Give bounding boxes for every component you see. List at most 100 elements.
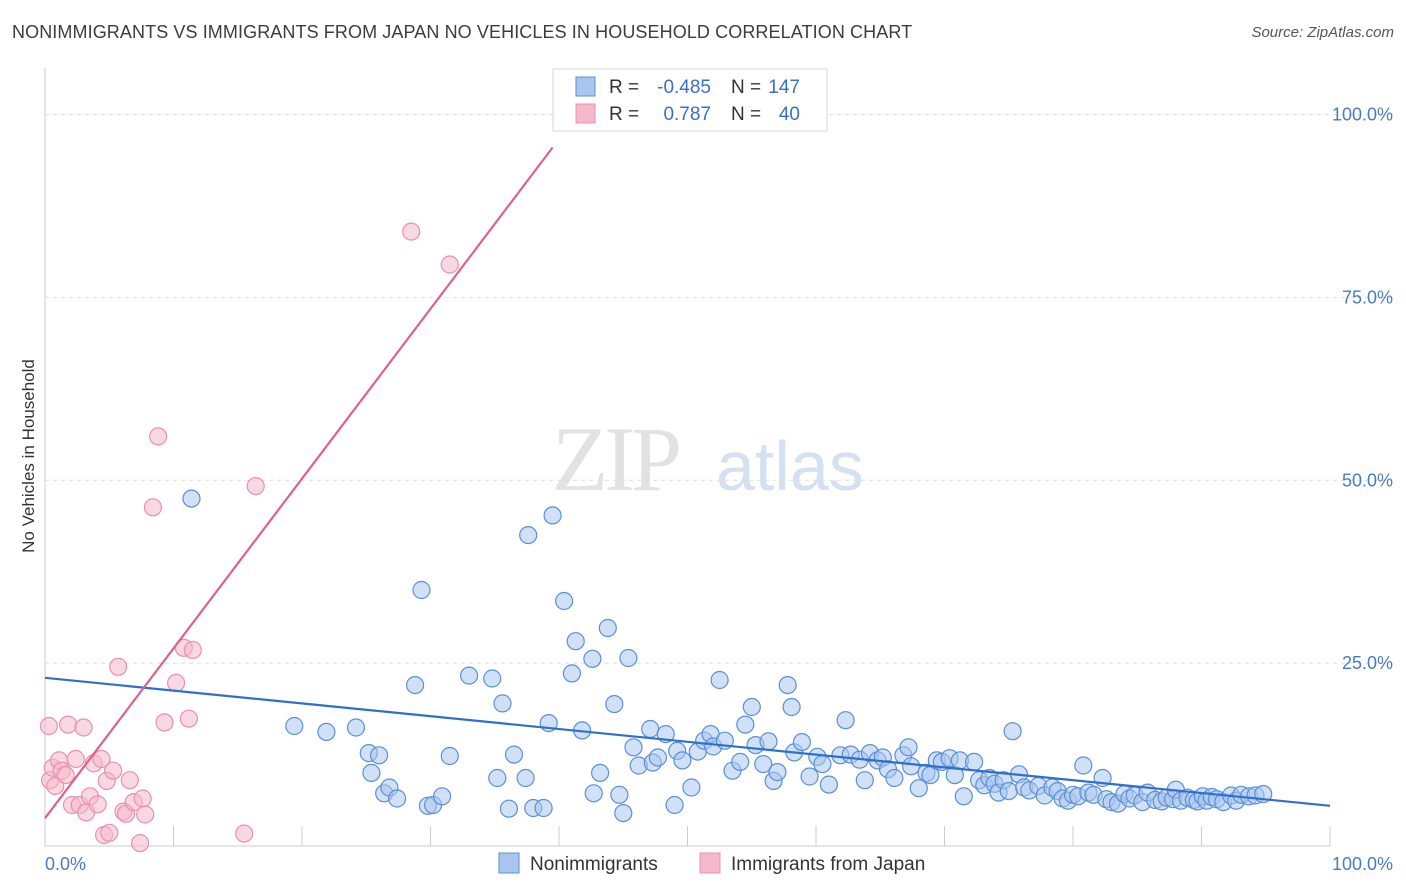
legend-swatch-nonimmigrants: [575, 76, 596, 97]
series-legend-label-immigrants: Immigrants from Japan: [731, 854, 925, 875]
immigrants-point-24: [120, 771, 139, 790]
nonimmigrants-points: [182, 489, 1273, 823]
immigrants-point-32: [167, 673, 186, 693]
nonimmigrants-point-57: [731, 752, 750, 772]
nonimmigrants-point-40: [624, 738, 643, 757]
immigrants-point-6: [56, 765, 75, 785]
nonimmigrants-point-37: [610, 785, 629, 804]
nonimmigrants-point-29: [562, 664, 582, 683]
tick-labels: 25.0% 50.0% 75.0% 100.0% 0.0% 100.0%: [45, 105, 1393, 874]
nonimmigrants-point-17: [483, 669, 502, 688]
nonimmigrants-point-15: [440, 746, 459, 766]
nonimmigrants-point-35: [598, 618, 617, 638]
nonimmigrants-point-3: [346, 718, 366, 737]
nonimmigrants-point-27: [543, 506, 562, 525]
nonimmigrants-point-25: [534, 798, 553, 818]
nonimmigrants-point-59: [742, 697, 761, 717]
legend-frame: [552, 68, 828, 132]
nonimmigrants-point-82: [885, 768, 904, 788]
immigrants-point-26: [131, 833, 150, 853]
immigrants-point-16: [92, 749, 111, 769]
nonimmigrants-point-64: [768, 762, 787, 782]
nonimmigrants-point-2: [317, 722, 336, 742]
y-axis-title: No Vehicles in Household: [19, 359, 38, 553]
series-legend: Nonimmigrants Immigrants from Japan: [498, 852, 925, 875]
nonimmigrants-point-49: [682, 778, 701, 797]
immigrants-point-38: [402, 222, 421, 241]
immigrants-point-31: [155, 713, 174, 732]
nonimmigrants-point-115: [1074, 756, 1093, 775]
y-tick-label-3: 100.0%: [1332, 105, 1393, 125]
nonimmigrants-point-74: [836, 711, 855, 730]
nonimmigrants-point-68: [792, 732, 812, 752]
nonimmigrants-trend-line: [44, 676, 1331, 807]
nonimmigrants-point-62: [759, 732, 778, 751]
nonimmigrants-point-66: [782, 697, 801, 717]
nonimmigrants-point-28: [554, 591, 574, 611]
nonimmigrants-point-77: [855, 771, 874, 790]
legend-n-label-2: N =: [731, 104, 761, 125]
immigrants-point-0: [39, 716, 59, 736]
nonimmigrants-point-18: [488, 768, 507, 788]
series-legend-swatch-immigrants: [699, 852, 721, 874]
nonimmigrants-point-94: [954, 787, 973, 806]
immigrants-point-19: [100, 823, 119, 842]
legend: R = -0.485 N = 147 R = 0.787 N = 40: [552, 68, 828, 132]
nonimmigrants-point-20: [499, 799, 518, 818]
immigrants-point-39: [440, 255, 459, 274]
immigrants-points: [39, 222, 459, 853]
legend-n-value-2: 40: [779, 104, 800, 125]
nonimmigrants-point-84: [899, 738, 918, 757]
nonimmigrants-point-23: [519, 525, 538, 545]
nonimmigrants-point-5: [362, 763, 381, 783]
nonimmigrants-point-102: [999, 781, 1018, 801]
nonimmigrants-point-39: [619, 648, 638, 668]
y-tick-label-0: 25.0%: [1342, 653, 1393, 673]
nonimmigrants-point-32: [583, 649, 602, 668]
immigrants-point-27: [133, 789, 152, 808]
immigrants-point-36: [235, 824, 254, 843]
legend-r-value-2: 0.787: [663, 104, 711, 125]
nonimmigrants-point-19: [493, 694, 512, 713]
immigrants-point-37: [246, 477, 265, 496]
watermark-zip: ZIP: [552, 408, 679, 510]
grid-lines: [45, 114, 1392, 664]
nonimmigrants-point-30: [566, 632, 585, 651]
nonimmigrants-point-36: [605, 694, 624, 714]
nonimmigrants-point-72: [819, 775, 839, 794]
immigrants-point-21: [109, 657, 128, 676]
chart-title: NONIMMIGRANTS VS IMMIGRANTS FROM JAPAN N…: [12, 22, 913, 42]
x-tick-label-1: 100.0%: [1332, 854, 1393, 874]
legend-n-label-1: N =: [731, 77, 761, 98]
nonimmigrants-point-0: [182, 489, 201, 508]
nonimmigrants-point-10: [406, 675, 425, 695]
legend-n-value-1: 147: [768, 77, 800, 98]
trend-lines: [44, 146, 1331, 819]
nonimmigrants-point-6: [370, 746, 389, 765]
nonimmigrants-point-34: [590, 763, 610, 783]
watermark: ZIP atlas: [552, 408, 864, 510]
immigrants-point-35: [183, 640, 202, 660]
legend-r-label-1: R =: [609, 77, 639, 98]
nonimmigrants-point-44: [648, 748, 668, 767]
immigrants-point-11: [74, 718, 93, 737]
legend-r-label-2: R =: [609, 104, 639, 125]
immigrants-trend-line: [44, 146, 554, 819]
immigrants-point-9: [66, 749, 85, 769]
series-legend-swatch-nonimmigrants: [498, 852, 520, 874]
source-label: Source: ZipAtlas.com: [1251, 24, 1394, 41]
nonimmigrants-point-38: [614, 803, 633, 823]
legend-r-value-1: -0.485: [657, 77, 711, 98]
nonimmigrants-point-71: [813, 754, 832, 774]
nonimmigrants-point-54: [710, 670, 729, 690]
immigrants-point-28: [136, 805, 155, 824]
immigrants-point-30: [149, 427, 168, 446]
nonimmigrants-point-103: [1003, 722, 1022, 741]
immigrants-point-29: [143, 498, 162, 517]
nonimmigrants-point-42: [641, 719, 660, 739]
watermark-atlas: atlas: [716, 427, 864, 505]
nonimmigrants-point-22: [516, 768, 535, 788]
nonimmigrants-point-65: [778, 675, 797, 695]
immigrants-point-34: [179, 709, 198, 728]
